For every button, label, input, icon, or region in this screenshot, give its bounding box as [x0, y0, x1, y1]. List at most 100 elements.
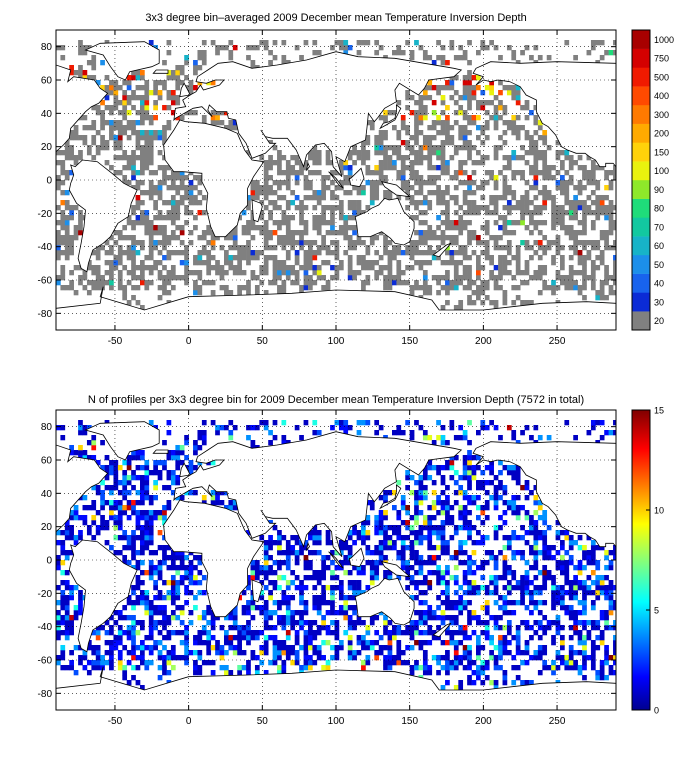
- top-bin-cell: [586, 210, 592, 216]
- bottom-bin-cell: [144, 635, 150, 641]
- top-bin-cell: [312, 150, 318, 156]
- y-tick-label: 20: [41, 522, 53, 533]
- top-bin-cell: [347, 240, 353, 246]
- top-bin-cell: [414, 190, 419, 196]
- bottom-coastlines: [56, 421, 616, 710]
- top-bin-cell: [573, 55, 578, 61]
- bottom-bin-cell: [440, 490, 446, 496]
- bottom-bin-cell: [148, 620, 154, 626]
- top-bin-cell: [122, 285, 128, 291]
- top-bin-cell: [551, 215, 556, 221]
- bottom-bin-cell: [427, 520, 433, 526]
- bottom-bin-cell: [387, 630, 393, 636]
- bottom-bin-cell: [590, 600, 596, 606]
- top-bin-cell: [170, 90, 176, 96]
- top-bin-cell: [135, 180, 141, 186]
- top-bin-cell: [440, 200, 446, 206]
- top-bin-cell: [290, 230, 296, 236]
- bottom-bin-cell: [95, 655, 101, 661]
- top-bin-cell: [197, 65, 203, 71]
- bottom-bin-cell: [445, 540, 450, 546]
- top-bin-cell: [595, 240, 601, 246]
- top-bin-cell: [193, 280, 198, 286]
- colorbar-label: 40: [654, 279, 664, 289]
- top-bin-cell: [453, 150, 459, 156]
- bottom-bin-cell: [586, 590, 592, 596]
- bottom-bin-cell: [144, 475, 150, 481]
- bottom-bin-cell: [122, 560, 128, 566]
- top-bin-cell: [56, 205, 61, 211]
- top-bin-cell: [95, 110, 101, 116]
- bottom-bin-cell: [529, 565, 534, 571]
- bottom-bin-cell: [113, 640, 119, 646]
- bottom-bin-cell: [148, 630, 154, 636]
- bottom-bin-cell: [56, 540, 61, 546]
- bottom-bin-cell: [91, 485, 97, 491]
- top-bin-cell: [502, 180, 508, 186]
- top-bin-cell: [334, 265, 340, 271]
- top-bin-cell: [126, 280, 132, 286]
- bottom-bin-cell: [422, 515, 428, 521]
- bottom-bin-cell: [551, 595, 556, 601]
- top-bin-cell: [440, 260, 446, 266]
- bottom-bin-cell: [122, 645, 128, 651]
- bottom-bin-cell: [422, 600, 428, 606]
- top-bin-cell: [285, 270, 291, 276]
- top-bin-cell: [144, 285, 150, 291]
- bottom-bin-cell: [259, 595, 265, 601]
- top-bin-cell: [422, 105, 428, 111]
- top-bin-cell: [184, 110, 189, 116]
- bottom-bin-cell: [117, 520, 123, 526]
- bottom-bin-cell: [590, 605, 596, 611]
- bottom-bin-cell: [396, 430, 402, 436]
- bottom-bin-cell: [157, 545, 163, 551]
- top-bin-cell: [294, 155, 300, 161]
- bottom-bin-cell: [560, 570, 565, 576]
- top-bin-cell: [131, 120, 136, 126]
- land-outline: [251, 199, 263, 223]
- top-bin-cell: [498, 90, 503, 96]
- bottom-bin-cell: [422, 655, 428, 661]
- bottom-bin-cell: [104, 640, 110, 646]
- top-bin-cell: [392, 280, 397, 286]
- bottom-bin-cell: [502, 595, 508, 601]
- top-bin-cell: [577, 285, 583, 291]
- bottom-bin-cell: [321, 620, 326, 626]
- top-bin-cell: [338, 205, 344, 211]
- bottom-bin-cell: [294, 560, 300, 566]
- bottom-bin-cell: [73, 645, 79, 651]
- top-bin-cell: [506, 210, 512, 216]
- bottom-bin-cell: [126, 600, 132, 606]
- top-bin-cell: [308, 255, 313, 261]
- bottom-bin-cell: [361, 525, 366, 531]
- top-bin-cell: [60, 150, 66, 156]
- top-bin-cell: [568, 215, 574, 221]
- top-bin-cell: [387, 190, 393, 196]
- top-bin-cell: [369, 195, 375, 201]
- bottom-bin-cell: [555, 560, 561, 566]
- bottom-bin-cell: [383, 655, 388, 661]
- bottom-bin-cell: [436, 470, 441, 476]
- bottom-bin-cell: [422, 620, 428, 626]
- bottom-bin-cell: [405, 475, 410, 481]
- bottom-bin-cell: [135, 665, 141, 671]
- bottom-bin-cell: [414, 640, 419, 646]
- top-bin-cell: [502, 140, 508, 146]
- bottom-bin-cell: [604, 590, 609, 596]
- bottom-bin-cell: [551, 580, 556, 586]
- top-bin-cell: [316, 160, 322, 166]
- top-bin-cell: [414, 175, 419, 181]
- top-bin-cell: [502, 185, 508, 191]
- top-bin-cell: [604, 205, 609, 211]
- bottom-bin-cell: [476, 670, 481, 676]
- bottom-bin-cell: [484, 585, 490, 591]
- bottom-bin-cell: [524, 530, 530, 536]
- top-bin-cell: [396, 50, 402, 56]
- top-chart-title: 3x3 degree bin–averaged 2009 December me…: [145, 12, 526, 24]
- top-bin-cell: [546, 165, 552, 171]
- top-bin-cell: [414, 110, 419, 116]
- top-bin-cell: [170, 270, 176, 276]
- bottom-bin-cell: [201, 625, 207, 631]
- bottom-bin-cell: [312, 605, 318, 611]
- bottom-bin-cell: [334, 630, 340, 636]
